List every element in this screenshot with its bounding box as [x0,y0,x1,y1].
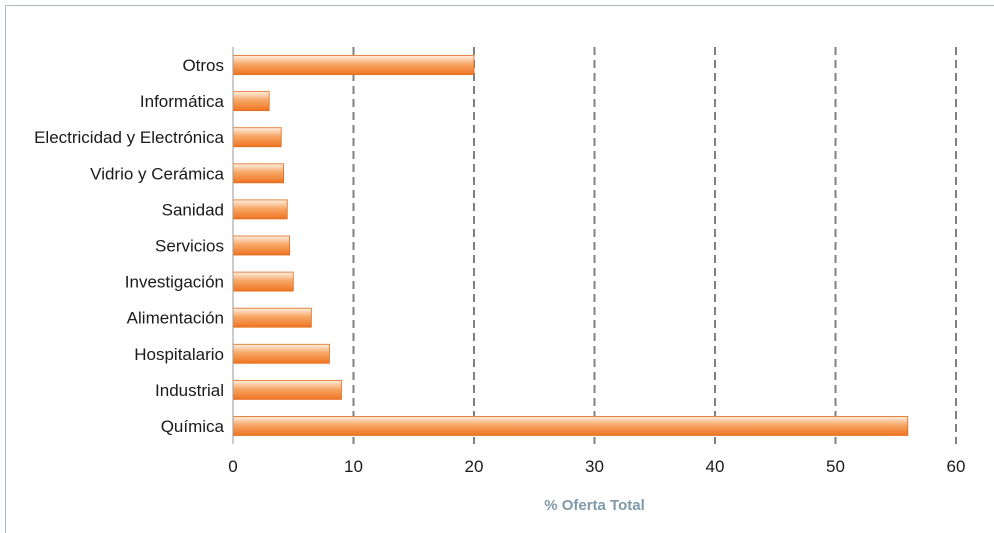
frame-top-border [5,5,994,6]
category-label: Hospitalario [134,345,224,364]
bar [232,235,291,256]
frame-left-border [5,5,6,533]
bar [232,416,909,436]
bar [232,379,342,400]
bar [232,343,330,364]
bar [232,55,475,75]
bar [232,271,294,292]
x-tick-label: 30 [585,457,604,476]
category-label: Industrial [155,381,224,400]
category-label: Informática [140,92,225,111]
category-label: Electricidad y Electrónica [34,128,224,147]
category-label: Investigación [125,273,224,292]
x-tick-label: 10 [344,457,363,476]
x-axis-title: % Oferta Total [544,497,645,514]
x-tick-label: 60 [947,457,966,476]
x-tick-labels: 0 10 20 30 40 50 60 [228,457,965,476]
bar [232,307,312,328]
x-tick-label: 40 [706,457,725,476]
x-tick-label: 0 [228,457,237,476]
bar [232,199,288,220]
x-tick-label: 50 [826,457,845,476]
category-label: Química [161,417,225,436]
bar [232,163,285,184]
x-tick-label: 20 [465,457,484,476]
category-label: Otros [182,56,224,75]
grid-lines [352,47,957,444]
bars [232,55,909,436]
category-label: Vidrio y Cerámica [90,164,224,183]
category-label: Alimentación [127,309,224,328]
bar [232,91,270,112]
category-labels: Otros Informática Electricidad y Electróni… [34,56,224,436]
category-label: Sanidad [162,200,224,219]
category-label: Servicios [155,237,224,256]
bar [232,127,282,148]
